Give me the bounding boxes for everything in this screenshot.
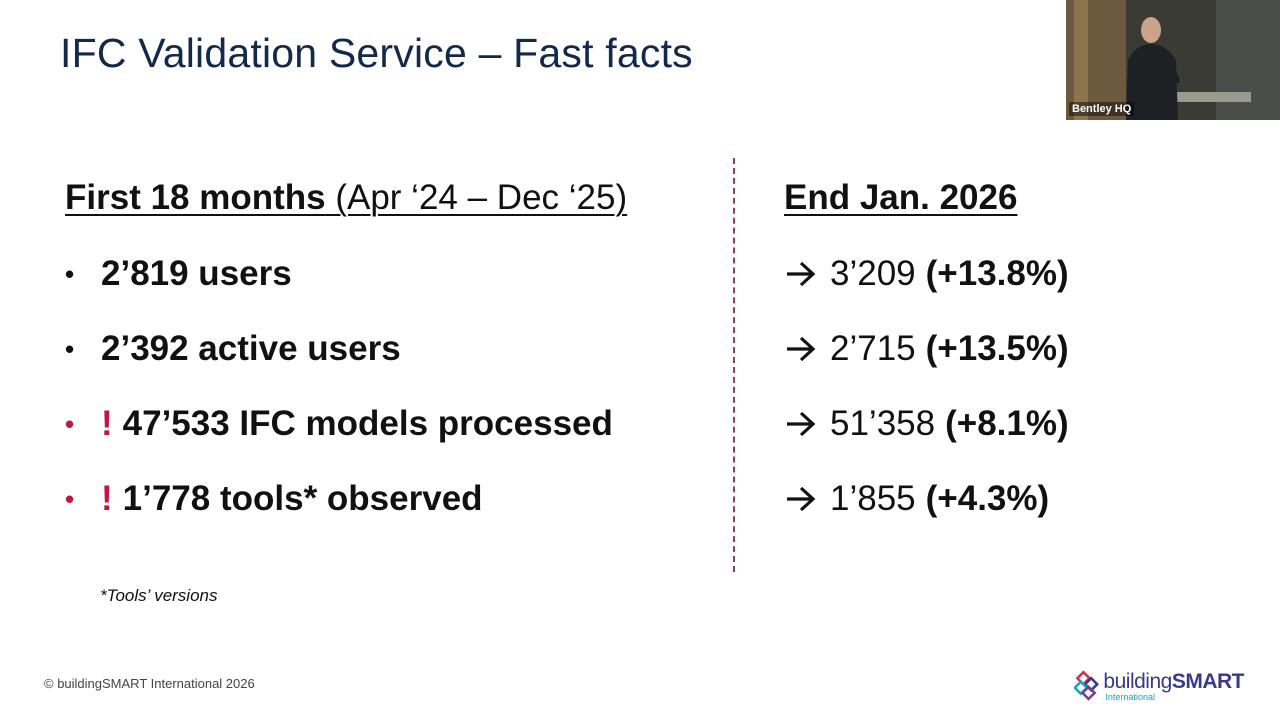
left-heading-bold: First 18 months <box>65 178 326 217</box>
result-row: 2’715 (+13.5%) <box>784 325 1069 373</box>
right-arrow-icon <box>787 411 816 437</box>
bullet-dot: • <box>65 484 75 514</box>
left-column-heading: First 18 months (Apr ‘24 – Dec ‘25) <box>65 178 627 218</box>
buildingsmart-logo-mark-icon <box>1074 670 1100 701</box>
bullet-item-highlighted: • ! 47’533 IFC models processed <box>65 400 613 448</box>
copyright-text: © buildingSMART International 2026 <box>44 676 255 691</box>
result-value: 3’209 <box>830 254 916 293</box>
slide-title: IFC Validation Service – Fast facts <box>60 30 693 76</box>
bullet-text: 2’819 users <box>101 254 292 293</box>
result-value: 2’715 <box>830 329 916 368</box>
bullet-dot: • <box>65 334 75 364</box>
logo-subtitle: International <box>1105 692 1155 702</box>
left-heading-date-range: (Apr ‘24 – Dec ‘25) <box>325 178 628 217</box>
right-column-heading: End Jan. 2026 <box>784 178 1018 217</box>
bullet-text: 2’392 active users <box>101 329 401 368</box>
right-arrow-icon <box>787 486 816 512</box>
speaker-video-frame <box>1066 0 1280 120</box>
logo-word-bold: SMART <box>1171 670 1245 693</box>
bullet-text: 47’533 IFC models processed <box>122 404 613 443</box>
exclamation-mark: ! <box>101 479 113 518</box>
column-divider <box>733 158 735 572</box>
webcam-location-label: Bentley HQ <box>1069 102 1135 116</box>
bullet-text: 1’778 tools* observed <box>122 479 483 518</box>
logo-wordmark: buildingSMART <box>1103 668 1244 696</box>
right-arrow-icon <box>787 261 816 287</box>
result-change: (+13.8%) <box>925 254 1069 293</box>
result-change: (+4.3%) <box>925 479 1050 518</box>
result-row: 1’855 (+4.3%) <box>784 475 1049 523</box>
buildingsmart-logo: buildingSMART International <box>1074 668 1245 704</box>
right-arrow-icon <box>787 336 816 362</box>
logo-text: buildingSMART International <box>1103 668 1244 704</box>
bullet-item: • 2’392 active users <box>65 325 401 373</box>
result-row: 3’209 (+13.8%) <box>784 250 1069 298</box>
footnote: *Tools’ versions <box>100 586 218 605</box>
webcam-video-tile[interactable]: Bentley HQ <box>1066 0 1280 120</box>
bullet-item: • 2’819 users <box>65 250 292 298</box>
bullet-dot: • <box>65 259 75 289</box>
result-value: 1’855 <box>830 479 916 518</box>
result-change: (+13.5%) <box>925 329 1069 368</box>
result-value: 51’358 <box>830 404 936 443</box>
result-row: 51’358 (+8.1%) <box>784 400 1069 448</box>
logo-word-light: building <box>1103 670 1172 693</box>
bullet-item-highlighted: • ! 1’778 tools* observed <box>65 475 483 523</box>
result-change: (+8.1%) <box>945 404 1069 443</box>
exclamation-mark: ! <box>101 404 113 443</box>
bullet-dot: • <box>65 409 75 439</box>
